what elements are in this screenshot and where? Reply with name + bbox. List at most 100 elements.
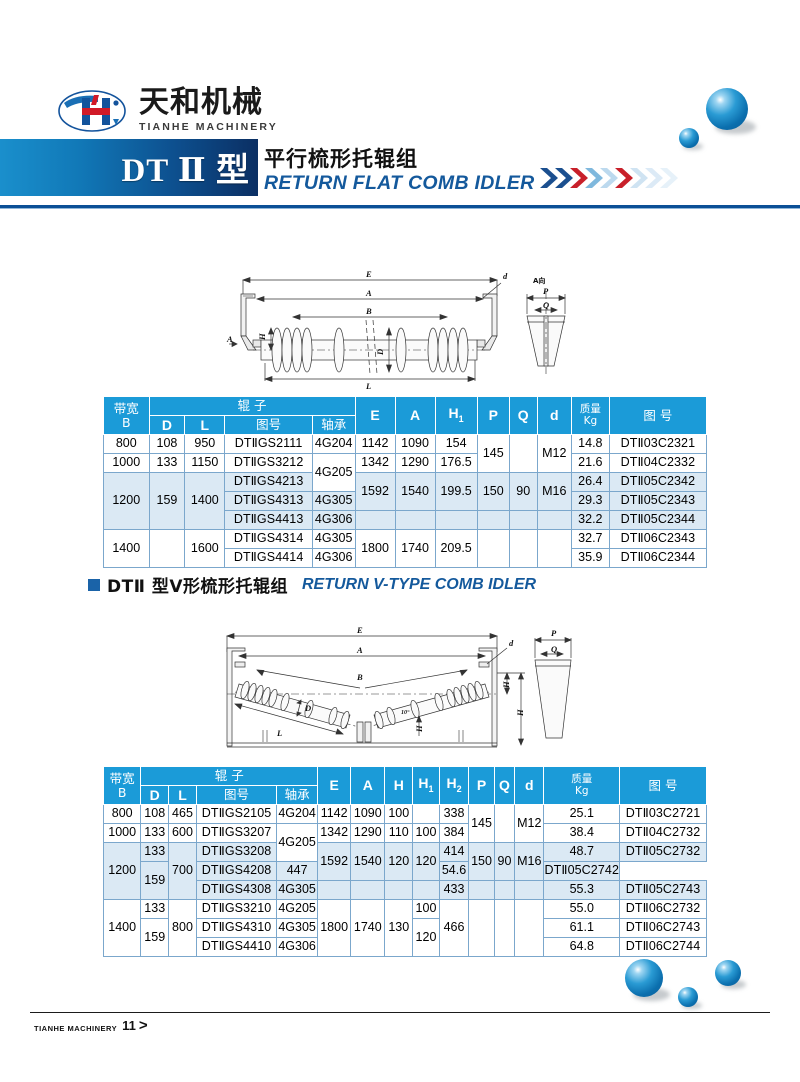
cell-code: DTⅡGS3207	[195, 823, 278, 843]
cell-H	[384, 880, 414, 900]
th-mass: 质量 Kg	[543, 766, 621, 805]
cell-H2: 384	[438, 823, 470, 843]
cell-bearing: 4G305	[311, 491, 356, 511]
cell-H1: 199.5	[434, 472, 478, 511]
th-mass: 质量 Kg	[570, 396, 610, 435]
cell-H: 100	[384, 804, 414, 824]
cell-mass: 29.3	[570, 491, 610, 511]
table-row: 1200 159 1400 DTⅡGS4213 1592 1540 199.5 …	[103, 472, 708, 530]
square-bullet-icon	[88, 578, 100, 591]
cell-H: 110	[384, 823, 414, 843]
flat-comb-idler-drawing: E A B L D H d A P Q A向	[225, 258, 575, 390]
cell-E	[354, 510, 396, 530]
cell-B: 1000	[103, 453, 150, 473]
cell-H: 130	[384, 899, 414, 957]
cell-A: 1740	[350, 899, 386, 957]
header-divider	[0, 205, 800, 208]
cell-E: 1342	[354, 453, 396, 473]
cell-mass: 48.7	[543, 842, 621, 862]
page-number: 11	[122, 1018, 136, 1033]
cell-H2: 414	[438, 842, 470, 862]
cell-dwg: DTⅡ03C2321	[608, 434, 708, 454]
cell-dwg: DTⅡ04C2332	[608, 453, 708, 473]
svg-text:H: H	[515, 709, 525, 717]
cell-bearing: 4G204	[276, 804, 319, 824]
svg-text:A: A	[365, 288, 372, 298]
th-code: 图号	[224, 415, 313, 435]
cell-H1: 176.5	[434, 453, 478, 473]
th-Q: Q	[493, 766, 516, 805]
cell-H2: 433	[438, 880, 470, 900]
cell-bearing: 4G306	[276, 937, 319, 957]
table-row: DTⅡGS4410 4G306 64.8 DTⅡ06C2744	[104, 937, 707, 957]
cell-E: 1342	[317, 823, 352, 843]
cell-P: 145	[468, 804, 495, 843]
cell-Q	[493, 804, 516, 843]
table-row: DTⅡGS4313 4G305 29.3 DTⅡ05C2343	[104, 491, 708, 511]
cell-code: DTⅡGS3210	[195, 899, 278, 919]
cell-d: M16	[514, 842, 545, 881]
cell-B: 800	[103, 434, 150, 454]
cell-code: DTⅡGS4213	[224, 472, 313, 492]
cell-bearing: 4G305	[276, 918, 319, 938]
cell-mass: 61.1	[543, 918, 621, 938]
svg-text:D: D	[375, 349, 385, 356]
cell-mass: 55.3	[543, 880, 621, 900]
svg-text:D: D	[304, 703, 311, 713]
cell-dwg: DTⅡ05C2732	[619, 842, 707, 862]
th-H2: H2	[438, 766, 470, 805]
cell-E: 1800	[354, 529, 396, 568]
cell-d: M12	[536, 434, 572, 473]
table-row: DTⅡGS4308 4G305 433 55.3 DTⅡ05C2743	[104, 880, 707, 900]
flat-comb-idler-spec-table: 带宽 B 辊 子 E A H1 P Q d 质量 Kg 图 号 D L 图号	[103, 396, 708, 568]
cell-D: 159	[148, 472, 186, 530]
cell-dwg: DTⅡ05C2743	[619, 880, 707, 900]
svg-text:H: H	[257, 333, 267, 341]
cell-H1: 100	[412, 899, 440, 919]
table-row: 1400 133 800 DTⅡGS3210 4G205 1800 1740 1…	[102, 899, 707, 957]
cell-B: 1400	[102, 899, 142, 957]
th-bearing: 轴承	[276, 785, 319, 805]
svg-text:P: P	[551, 628, 557, 638]
th-bearing: 轴承	[311, 415, 356, 435]
cell-D: 133	[140, 899, 170, 919]
brand-name-cn: 天和机械	[139, 85, 263, 120]
cell-D: 108	[140, 804, 170, 824]
cell-Q: 90	[508, 472, 538, 511]
cell-code: DTⅡGS4308	[195, 880, 278, 900]
cell-E: 1592	[354, 472, 396, 511]
cell-Q	[493, 899, 516, 957]
svg-text:Q: Q	[551, 644, 557, 654]
cell-P	[468, 899, 495, 957]
cell-D: 159	[140, 861, 170, 900]
cell-E: 1592	[317, 842, 352, 881]
th-band-width: 带宽 B	[102, 766, 142, 805]
svg-text:d: d	[503, 271, 508, 281]
table-row: DTⅡGS4413 4G306 32.2 DTⅡ05C2344	[104, 510, 708, 530]
cell-B: 1200	[103, 472, 150, 530]
cell-bearing: 4G305	[276, 880, 319, 900]
cell-dwg: DTⅡ06C2343	[608, 529, 708, 549]
svg-text:B: B	[365, 306, 372, 316]
cell-P	[476, 529, 510, 568]
footer-arrow-icon: >	[138, 1017, 148, 1034]
th-H1: H1	[412, 766, 440, 805]
cell-dwg: DTⅡ04C2732	[619, 823, 707, 843]
tianhe-logo-icon	[58, 89, 130, 133]
cell-bearing: 4G306	[311, 548, 356, 568]
cell-d: M12	[514, 804, 545, 843]
cell-dwg: DTⅡ06C2344	[608, 548, 708, 568]
section-title-en: RETURN V-TYPE COMB IDLER	[301, 575, 537, 593]
cell-A: 1290	[394, 453, 436, 473]
header-divider-light	[0, 208, 800, 209]
cell-mass: 38.4	[543, 823, 621, 843]
cell-bearing: 4G306	[311, 510, 356, 530]
th-A: A	[350, 766, 386, 805]
cell-code: DTⅡGS3212	[224, 453, 313, 473]
th-P: P	[468, 766, 495, 805]
cell-H2: 466	[438, 899, 470, 957]
cell-bearing: 4G205	[311, 453, 356, 492]
cell-L: 700	[168, 842, 197, 900]
cell-bearing: 4G204	[311, 434, 356, 454]
